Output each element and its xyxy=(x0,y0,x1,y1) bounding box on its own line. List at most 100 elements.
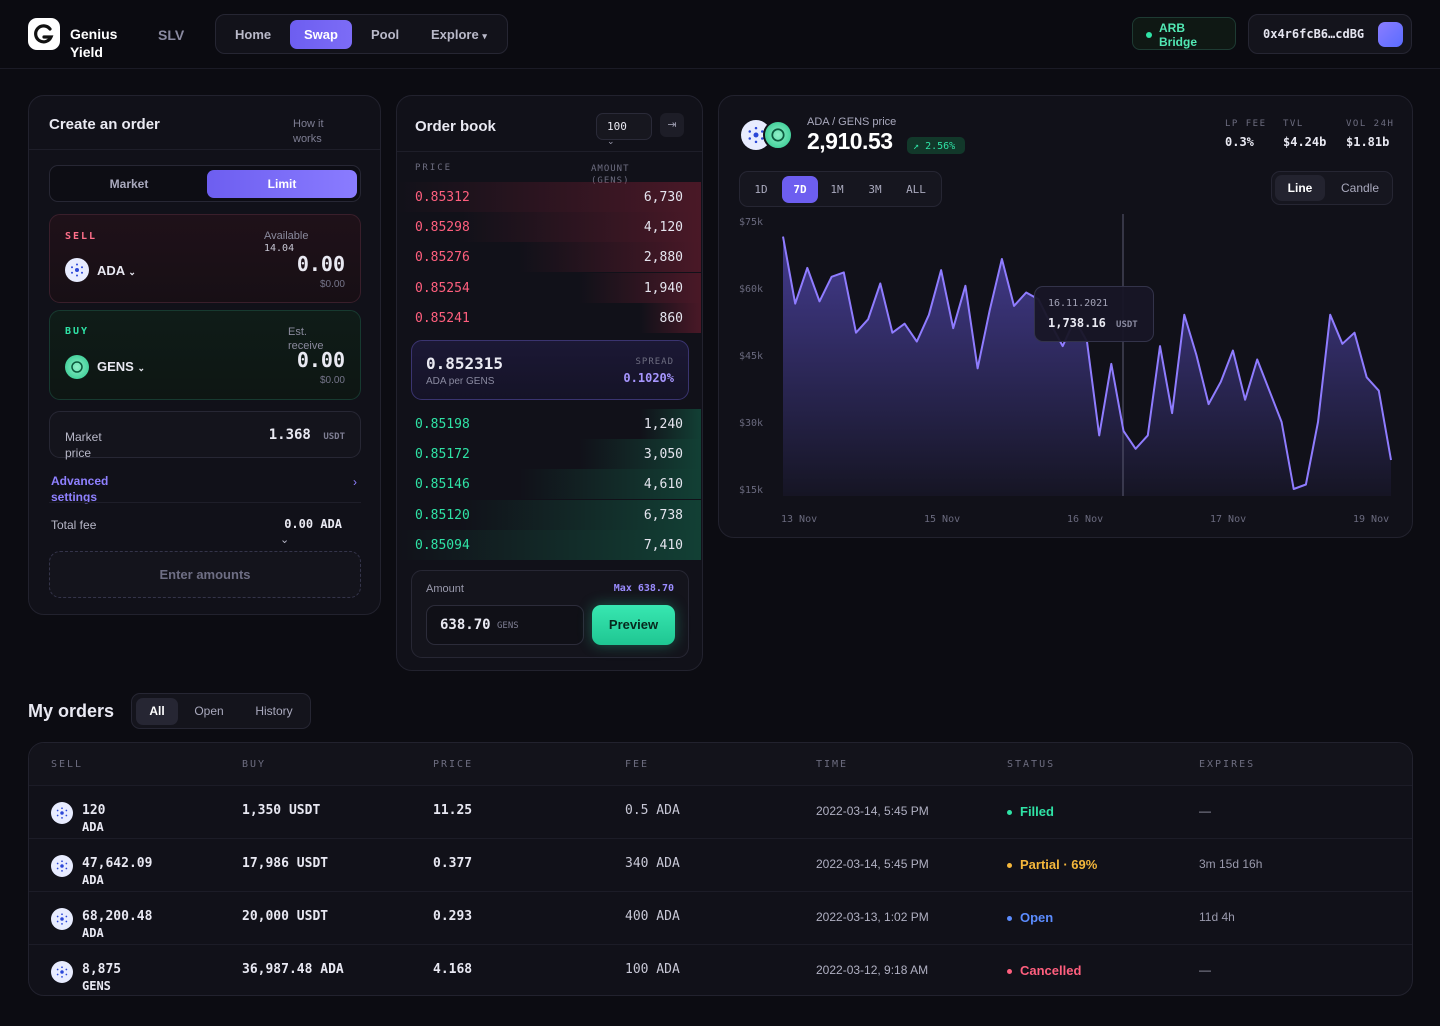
buy-token-select[interactable]: GENS ⌄ xyxy=(97,359,146,374)
sell-panel: SELL Available 14.04 ADA ⌄ 0.00 $0.00 xyxy=(49,214,361,303)
chevron-down-icon: ⌄ xyxy=(137,363,146,373)
chart-type-line[interactable]: Line xyxy=(1275,175,1325,201)
sell-token: ADA xyxy=(82,873,104,887)
orderbook-price: 0.85312 xyxy=(415,190,470,205)
range-3m[interactable]: 3M xyxy=(868,183,882,196)
pair-price: 2,910.53 xyxy=(807,128,893,154)
market-price-value: 1.368 USDT xyxy=(268,427,345,443)
est-receive-label: Est. receive xyxy=(288,326,324,352)
orderbook-price: 0.85094 xyxy=(415,537,470,553)
chart-type-candle[interactable]: Candle xyxy=(1340,181,1380,195)
nav-pool[interactable]: Pool xyxy=(371,27,400,42)
orderbook-row[interactable]: 0.85146 4,610 xyxy=(397,469,701,500)
nav-swap[interactable]: Swap xyxy=(290,20,352,49)
x-tick-label: 13 Nov xyxy=(781,514,817,525)
x-tick-label: 17 Nov xyxy=(1210,514,1246,525)
expires-value: 3m 15d 16h xyxy=(1199,857,1263,871)
status-badge: Open xyxy=(1007,910,1053,925)
orderbook-row[interactable]: 0.85172 3,050 xyxy=(397,439,701,470)
market-price-panel: Market price 1.368 USDT xyxy=(49,411,361,460)
orderbook-amount: 4,120 xyxy=(643,220,683,236)
sell-token: ADA xyxy=(82,820,104,834)
buy-label: BUY xyxy=(65,326,90,337)
orderbook-price: 0.85198 xyxy=(415,417,470,432)
wallet-button[interactable]: 0x4r6fcB6…cdBG xyxy=(1248,14,1412,54)
orderbook-price: 0.85241 xyxy=(415,310,470,326)
range-all[interactable]: ALL xyxy=(906,183,926,196)
total-fee-value: 0.00 ADA xyxy=(284,517,342,531)
orderbook-row[interactable]: 0.85241 860 xyxy=(397,302,701,333)
advanced-settings-toggle[interactable]: Advanced settings xyxy=(51,474,109,504)
mode-market[interactable]: Market xyxy=(109,177,149,191)
chevron-right-icon[interactable]: › xyxy=(353,475,357,489)
depth-bar xyxy=(518,242,701,273)
trend-up-icon: ↗ xyxy=(913,141,920,152)
mid-price-panel: 0.852315 ADA per GENS SPREAD 0.1020% xyxy=(411,340,689,400)
range-7d[interactable]: 7D xyxy=(782,176,818,203)
how-it-works-link[interactable]: How it works xyxy=(293,118,324,145)
preview-button[interactable]: Preview xyxy=(592,605,675,645)
sell-amount-input[interactable]: 0.00 xyxy=(296,252,345,276)
filter-history[interactable]: History xyxy=(255,704,293,718)
max-amount-link[interactable]: Max 638.70 xyxy=(613,583,674,594)
tooltip-value: 1,738.16 USDT xyxy=(1048,316,1138,330)
orderbook-price: 0.85120 xyxy=(415,507,470,523)
table-row[interactable]: 68,200.48 ADA 20,000 USDT 0.293 400 ADA 2022-… xyxy=(29,891,1412,944)
depth-select[interactable]: 100 xyxy=(596,113,652,140)
mid-price: 0.852315 xyxy=(426,354,504,373)
buy-amount-value: 0.00 xyxy=(296,348,345,372)
x-tick-label: 15 Nov xyxy=(924,514,960,525)
depth-bar xyxy=(457,499,701,530)
orderbook-row[interactable]: 0.85276 2,880 xyxy=(397,242,701,273)
filter-open[interactable]: Open xyxy=(194,704,224,718)
sell-token: GENS xyxy=(82,979,111,993)
chevron-down-icon[interactable]: ⌄ xyxy=(280,534,290,546)
col-buy: BUY xyxy=(242,759,267,770)
orderbook-row[interactable]: 0.85312 6,730 xyxy=(397,182,701,212)
divider xyxy=(397,151,702,152)
table-row[interactable]: 47,642.09 ADA 17,986 USDT 0.377 340 ADA 2022-… xyxy=(29,838,1412,891)
nav-explore[interactable]: Explore ▾ xyxy=(431,27,487,42)
range-1m[interactable]: 1M xyxy=(830,183,844,196)
orderbook-row[interactable]: 0.85094 7,410 xyxy=(397,529,701,560)
orderbook-price: 0.85276 xyxy=(415,250,470,266)
table-row[interactable]: 120 ADA 1,350 USDT 11.25 0.5 ADA 2022-03-14, … xyxy=(29,785,1412,838)
orderbook-row[interactable]: 0.85120 6,738 xyxy=(397,499,701,530)
depth-bar xyxy=(640,409,701,439)
table-row[interactable]: 8,875 GENS 36,987.48 ADA 4.168 100 ADA 2022-0… xyxy=(29,944,1412,995)
arb-bridge-button[interactable]: ARB Bridge xyxy=(1132,17,1236,50)
amount-panel: Amount Max 638.70 638.70 GENS Preview xyxy=(411,570,689,658)
available-value: 14.04 xyxy=(264,243,295,254)
stat-lpfee-label: LP FEE xyxy=(1225,119,1267,129)
price-value: 11.25 xyxy=(433,803,473,818)
ada-icon xyxy=(51,961,73,983)
amount-input[interactable]: 638.70 GENS xyxy=(426,605,584,645)
brand-name: Genius Yield xyxy=(70,26,118,60)
create-order-title: Create an order xyxy=(49,116,160,133)
chevron-down-icon: ▾ xyxy=(482,31,487,41)
mode-limit[interactable]: Limit xyxy=(207,170,357,198)
orderbook-row[interactable]: 0.85254 1,940 xyxy=(397,272,701,303)
orderbook-row[interactable]: 0.85298 4,120 xyxy=(397,212,701,243)
amount-unit: GENS xyxy=(497,621,519,631)
genius-yield-logo[interactable] xyxy=(28,18,60,50)
gens-icon xyxy=(65,355,89,379)
depth-bar xyxy=(397,182,701,212)
enter-amounts-button[interactable]: Enter amounts xyxy=(49,551,361,598)
main-nav: Home Swap Pool Explore ▾ xyxy=(215,14,508,54)
expand-icon[interactable]: ⇥ xyxy=(660,113,684,137)
price-chart[interactable]: $75k $60k $45k $30k $15k 13 Nov 15 Nov 16 Nov 17… xyxy=(719,206,1412,536)
col-expires: EXPIRES xyxy=(1199,759,1256,770)
wallet-address: 0x4r6fcB6…cdBG xyxy=(1263,27,1365,41)
orderbook-row[interactable]: 0.85198 1,240 xyxy=(397,409,701,439)
sell-amount: 47,642.09 xyxy=(82,856,153,871)
status-badge: Cancelled xyxy=(1007,963,1081,978)
range-1d[interactable]: 1D xyxy=(754,183,768,196)
sell-token-select[interactable]: ADA ⌄ xyxy=(97,263,136,278)
nav-home[interactable]: Home xyxy=(235,27,272,42)
tooltip-date: 16.11.2021 xyxy=(1048,298,1109,309)
status-badge: Filled xyxy=(1007,804,1054,819)
sell-usd-value: $0.00 xyxy=(319,279,345,290)
expires-value: — xyxy=(1199,804,1211,818)
filter-all[interactable]: All xyxy=(136,698,178,725)
